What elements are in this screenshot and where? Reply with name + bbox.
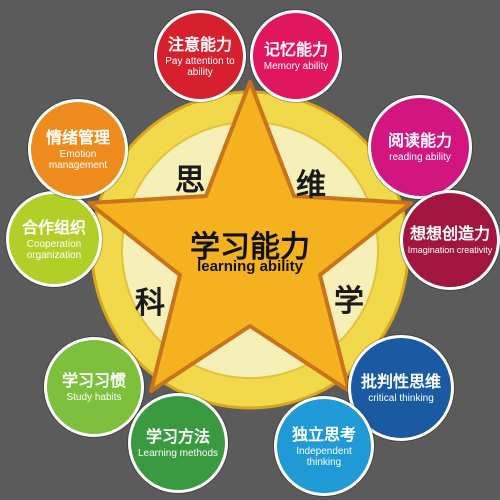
bubble-emotion-en: Emotion management [48,148,108,171]
bubble-memory: 记忆能力 Memory ability [250,10,342,102]
bubble-methods: 学习方法 Learning methods [128,393,228,493]
bubble-methods-cn: 学习方法 [145,427,210,446]
ring-char-wei: 维 [296,168,326,203]
bubble-reading-en: reading ability [389,152,451,163]
bubble-independent: 独立思考 Independent thinking [274,396,374,496]
bubble-independent-cn: 独立思考 [291,424,356,444]
bubble-habits-en: Study habits [66,392,122,403]
bubble-cooperation: 合作组织 Cooperation organization [6,191,102,287]
bubble-imagination-cn: 想想创造力 [409,224,490,243]
bubble-attention-en: Pay attention to ability [165,55,235,78]
ring-char-ke: 科 [135,286,165,321]
bubble-emotion-cn: 情绪管理 [45,127,110,147]
bubble-critical-en: critical thinking [368,393,434,404]
center-title: 学习能力 [190,230,310,265]
bubble-attention-cn: 注意能力 [167,34,232,54]
bubble-reading: 阅读能力 reading ability [368,95,472,199]
bubble-methods-en: Learning methods [137,448,219,459]
bubble-memory-cn: 记忆能力 [263,40,328,59]
bubble-independent-en: Independent thinking [296,445,352,468]
center-star [87,80,413,393]
bubble-critical-cn: 批判性思维 [360,372,441,391]
center-subtitle: learning ability [197,258,303,275]
bubble-imagination-en: Imagination creativity [407,245,493,255]
bubble-habits: 学习习惯 Study habits [44,337,144,437]
bubble-emotion: 情绪管理 Emotion management [28,99,128,199]
bubble-reading-cn: 阅读能力 [387,131,452,150]
bubble-imagination: 想想创造力 Imagination creativity [400,190,500,290]
ring-char-si: 思 [175,163,205,198]
bubble-cooperation-cn: 合作组织 [21,217,86,237]
bubble-cooperation-en: Cooperation organization [26,238,82,261]
bubble-memory-en: Memory ability [263,61,329,72]
bubble-attention: 注意能力 Pay attention to ability [154,10,246,102]
ring-char-xue: 学 [334,284,364,319]
bubble-habits-cn: 学习习惯 [61,371,126,390]
